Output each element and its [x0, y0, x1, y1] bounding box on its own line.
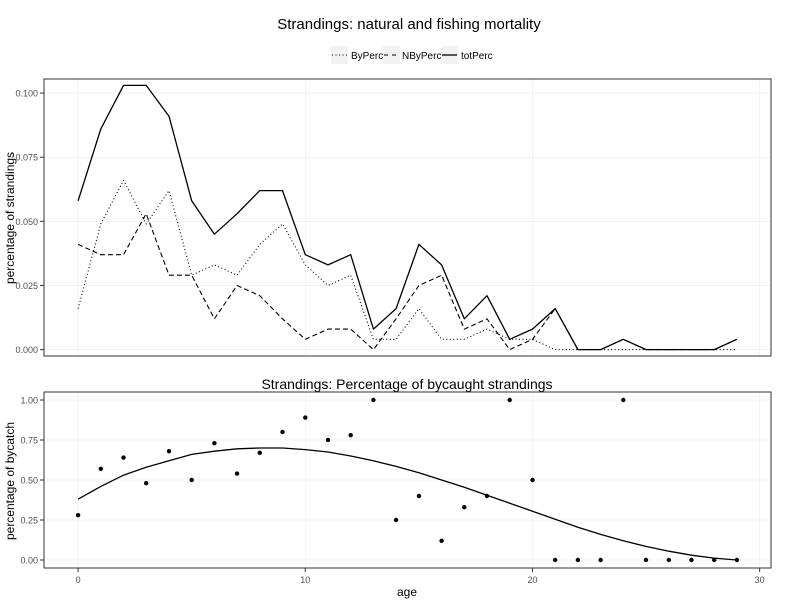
y-tick-label: 0.100 — [15, 89, 38, 99]
data-point — [303, 415, 308, 420]
data-point — [462, 505, 467, 510]
data-point — [598, 557, 603, 563]
series-group — [77, 84, 738, 351]
plot-border — [43, 78, 772, 357]
legend: ByPerc NByPerc totPerc — [331, 46, 493, 64]
data-point — [166, 449, 172, 454]
data-point — [621, 397, 626, 403]
x-tick-label: 0 — [76, 575, 81, 585]
data-point — [98, 466, 104, 471]
legend-label-byperc: ByPerc — [351, 51, 383, 62]
series-line-byperc — [77, 179, 737, 351]
y-axis-label: percentage of bycatch — [3, 422, 17, 540]
data-point — [507, 397, 512, 403]
y-tick-label: 1.00 — [20, 396, 38, 406]
y-tick-label: 0.025 — [15, 281, 38, 291]
y-tick-label: 0.25 — [20, 516, 38, 526]
data-point — [234, 471, 240, 476]
y-axis-ticks: 0.000 0.025 0.050 0.075 0.100 — [15, 89, 44, 355]
data-point — [712, 557, 717, 563]
series-line-totperc — [77, 84, 738, 351]
legend-key-bg — [383, 46, 400, 64]
legend-label-nbyperc: NByPerc — [402, 51, 441, 62]
y-tick-label: 0.75 — [20, 436, 38, 446]
mortality-chart: Strandings: natural and fishing mortalit… — [3, 16, 772, 357]
y-tick-label: 0.000 — [15, 345, 38, 355]
data-point — [643, 557, 649, 563]
data-point — [734, 557, 740, 563]
data-point — [212, 441, 217, 446]
x-tick-label: 30 — [755, 575, 765, 585]
data-point — [371, 397, 376, 403]
y-tick-label: 0.00 — [20, 556, 38, 566]
data-point — [144, 481, 149, 486]
fit-line-group — [77, 447, 737, 561]
data-point — [689, 557, 694, 563]
data-point — [416, 493, 422, 499]
data-point — [393, 517, 399, 523]
data-point — [348, 433, 353, 438]
data-point — [280, 429, 285, 435]
data-point — [325, 437, 331, 443]
data-point — [666, 557, 671, 563]
chart-title: Strandings: Percentage of bycaught stran… — [261, 376, 552, 392]
data-point — [553, 557, 558, 563]
data-point — [439, 538, 444, 543]
y-axis-ticks: 0.00 0.25 0.50 0.75 1.00 — [20, 396, 44, 566]
y-tick-label: 0.050 — [15, 217, 38, 227]
data-point — [75, 513, 81, 518]
x-axis-ticks: 0 10 20 30 — [76, 568, 765, 585]
y-tick-label: 0.075 — [15, 153, 38, 163]
data-point — [189, 477, 194, 483]
x-tick-label: 10 — [300, 575, 310, 585]
data-point — [484, 493, 490, 499]
legend-label-totperc: totPerc — [461, 51, 493, 62]
fit-line — [77, 447, 737, 561]
points-group — [75, 397, 740, 563]
bycatch-chart: Strandings: Percentage of bycaught stran… — [3, 376, 772, 599]
x-tick-label: 20 — [527, 575, 537, 585]
data-point — [575, 557, 581, 563]
grid — [44, 392, 771, 568]
y-axis-label: percentage of strandings — [3, 152, 17, 284]
data-point — [530, 477, 535, 483]
x-axis-label: age — [397, 585, 417, 599]
y-tick-label: 0.50 — [20, 476, 38, 486]
data-point — [121, 455, 126, 460]
data-point — [257, 450, 262, 455]
chart-title: Strandings: natural and fishing mortalit… — [277, 16, 541, 33]
